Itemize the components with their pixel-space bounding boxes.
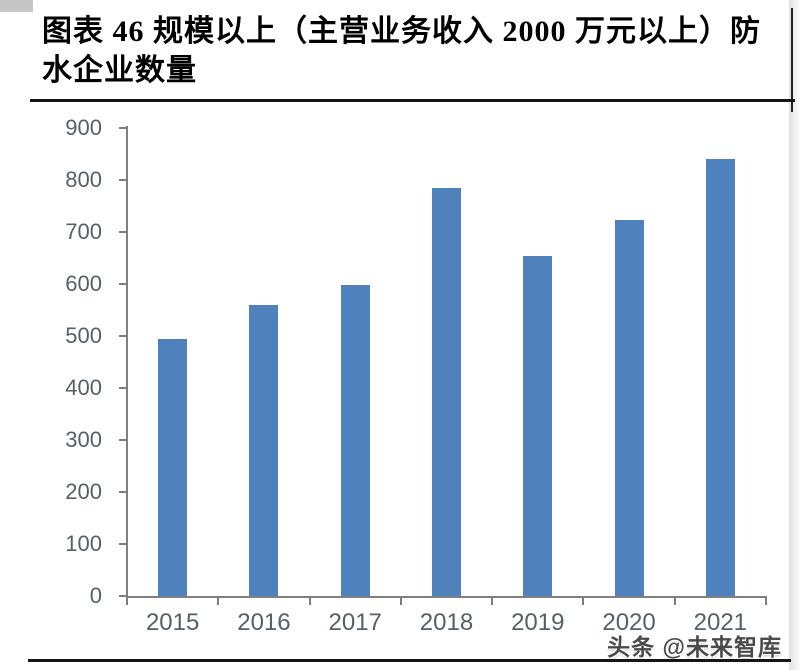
x-tick bbox=[126, 598, 128, 605]
figure-title-line2: 水企业数量 bbox=[42, 54, 197, 87]
y-tick-label: 700 bbox=[65, 219, 102, 244]
y-tick-label: 0 bbox=[89, 583, 102, 608]
bar-2017 bbox=[340, 285, 370, 596]
x-tick bbox=[673, 598, 676, 605]
y-tick bbox=[119, 179, 126, 181]
bar-2020 bbox=[614, 219, 644, 596]
y-tick-label: 400 bbox=[65, 375, 102, 400]
y-axis bbox=[126, 126, 128, 598]
x-tick bbox=[491, 598, 494, 605]
x-tick-label: 2016 bbox=[237, 609, 291, 636]
y-tick bbox=[119, 439, 126, 441]
figure-title: 图表 46 规模以上（主营业务收入 2000 万元以上）防 水企业数量 bbox=[42, 12, 782, 90]
bar-2016 bbox=[249, 304, 279, 596]
x-tick bbox=[217, 598, 220, 605]
y-tick-label: 200 bbox=[65, 479, 102, 504]
bar-2019 bbox=[523, 256, 553, 596]
y-tick bbox=[119, 595, 126, 597]
bar-2018 bbox=[432, 187, 461, 596]
y-tick-label: 300 bbox=[65, 427, 102, 452]
y-tick bbox=[119, 543, 126, 545]
bar-2015 bbox=[158, 338, 188, 596]
x-tick bbox=[765, 598, 767, 605]
x-tick-label: 2015 bbox=[145, 609, 200, 636]
figure-title-line1: 图表 46 规模以上（主营业务收入 2000 万元以上）防 bbox=[42, 15, 761, 48]
x-tick bbox=[582, 598, 585, 605]
y-tick bbox=[119, 491, 126, 493]
y-tick bbox=[119, 231, 126, 233]
page-corner-artifact bbox=[0, 0, 33, 12]
x-tick-label: 2017 bbox=[328, 609, 382, 636]
title-underline bbox=[30, 99, 795, 102]
page-edge-border bbox=[791, 8, 793, 112]
bar-2021 bbox=[705, 159, 735, 596]
x-tick-label: 2020 bbox=[602, 609, 656, 636]
page-edge-strip bbox=[789, 0, 800, 670]
y-tick-label: 900 bbox=[65, 115, 102, 140]
x-tick-label: 2018 bbox=[419, 609, 474, 636]
x-axis bbox=[126, 596, 767, 598]
y-tick bbox=[119, 283, 126, 285]
y-tick bbox=[119, 127, 126, 129]
x-tick-label: 2019 bbox=[511, 609, 565, 636]
page-bottom-rule bbox=[28, 659, 791, 662]
y-tick bbox=[119, 387, 126, 389]
x-tick bbox=[308, 598, 311, 605]
y-tick-label: 600 bbox=[65, 271, 102, 296]
y-tick-label: 800 bbox=[65, 167, 102, 192]
watermark: 头条 @未来智库 bbox=[607, 634, 782, 660]
y-tick bbox=[119, 335, 126, 337]
x-tick-label: 2021 bbox=[693, 609, 748, 636]
y-tick-label: 500 bbox=[65, 323, 102, 348]
y-tick-label: 100 bbox=[65, 531, 102, 556]
x-tick bbox=[399, 598, 402, 605]
